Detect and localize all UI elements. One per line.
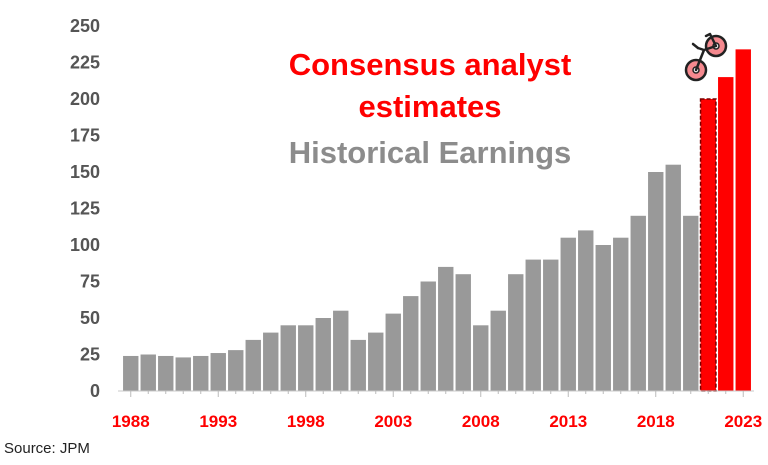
historical-bar (683, 215, 699, 391)
historical-bar (438, 266, 454, 391)
x-tick-label: 2018 (637, 412, 675, 431)
x-tick-label: 2013 (549, 412, 587, 431)
historical-bar (175, 357, 191, 391)
y-tick-label: 75 (80, 272, 100, 292)
source-note: Source: JPM (4, 440, 90, 457)
historical-bar (298, 325, 314, 391)
y-tick-label: 175 (70, 126, 100, 146)
historical-bar (473, 325, 489, 391)
historical-bar (193, 355, 209, 391)
y-tick-label: 150 (70, 162, 100, 182)
x-tick-label: 2008 (462, 412, 500, 431)
y-tick-label: 100 (70, 235, 100, 255)
historical-bar (123, 355, 139, 391)
historical-bar (630, 215, 646, 391)
historical-bar (578, 230, 594, 391)
historical-bar (595, 245, 611, 391)
x-tick-label: 1993 (199, 412, 237, 431)
estimate-bar (718, 77, 734, 391)
historical-bar (315, 318, 331, 391)
y-tick-label: 250 (70, 16, 100, 36)
historical-bar (508, 274, 524, 391)
y-tick-label: 25 (80, 345, 100, 365)
historical-bar (228, 350, 244, 391)
historical-bar (158, 355, 174, 391)
estimate-bar (735, 49, 751, 392)
historical-bar (455, 274, 471, 391)
x-tick-label: 1998 (287, 412, 325, 431)
historical-bar (245, 339, 261, 391)
historical-bar (210, 353, 226, 391)
historical-bar (263, 332, 279, 391)
historical-bar (665, 164, 681, 391)
historical-bar (560, 237, 576, 391)
historical-bar (140, 354, 156, 391)
estimate-bar (699, 98, 717, 392)
x-tick-label: 1988 (112, 412, 150, 431)
historical-bar (350, 339, 366, 391)
legend-historical: Historical Earnings (288, 135, 572, 170)
historical-bar (648, 172, 664, 391)
historical-bar (525, 259, 541, 391)
x-tick-label: 2023 (724, 412, 762, 431)
y-tick-label: 0 (90, 381, 100, 401)
x-tick-label: 2003 (374, 412, 412, 431)
historical-bar (280, 325, 296, 391)
historical-bar (613, 237, 629, 391)
y-tick-label: 50 (80, 308, 100, 328)
historical-bar (543, 259, 559, 391)
y-tick-label: 225 (70, 53, 100, 73)
historical-bar (385, 313, 401, 391)
historical-bar (333, 310, 349, 391)
historical-bar (403, 296, 419, 391)
y-tick-label: 125 (70, 199, 100, 219)
bicycle-icon (684, 32, 728, 82)
historical-bar (490, 310, 506, 391)
y-axis: 0 25 50 75 100 125 150 175 200 225 250 (70, 16, 100, 401)
y-tick-label: 200 (70, 89, 100, 109)
historical-bar (368, 332, 384, 391)
legend-estimates: Consensus analyst estimates (288, 47, 572, 124)
historical-bar (420, 281, 436, 391)
x-axis: 1988 1993 1998 2003 2008 2013 2018 2023 (112, 391, 762, 431)
